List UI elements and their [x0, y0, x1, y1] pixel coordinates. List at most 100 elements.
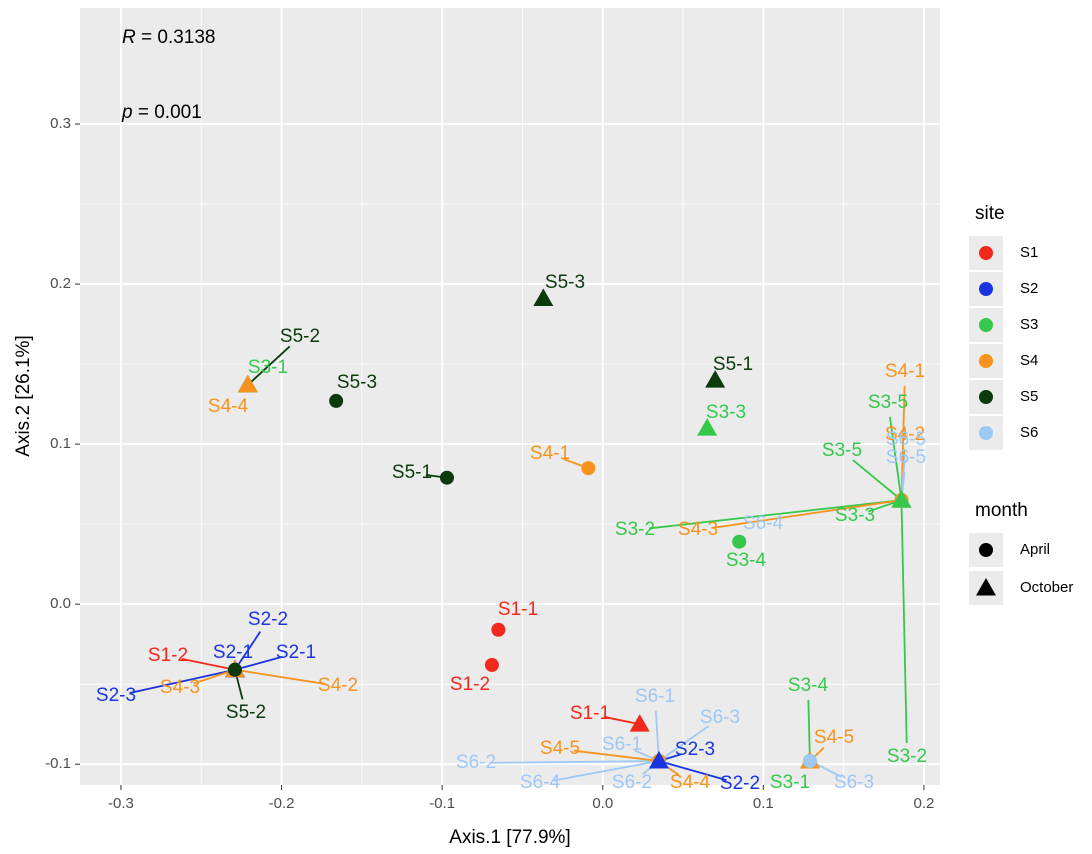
annotation: R = 0.3138: [122, 27, 216, 48]
annotation-text: = 0.3138: [136, 27, 216, 48]
leader-line: [181, 657, 236, 671]
x-tick-label: -0.2: [269, 795, 295, 812]
leader-line: [234, 655, 283, 671]
point-label: S2-2: [248, 609, 288, 630]
leader-line: [889, 416, 903, 501]
y-tick-label: 0.1: [50, 435, 71, 452]
leader-line: [129, 668, 236, 694]
y-tick-label: 0.3: [50, 115, 71, 132]
point-label: S6-5: [886, 447, 926, 468]
point-label: S3-5: [868, 392, 908, 413]
point-label: S1-2: [148, 645, 188, 666]
y-axis-title: Axis.2 [26.1%]: [13, 335, 34, 456]
point-label: S6-3: [834, 772, 874, 793]
point-label: S3-5: [822, 440, 862, 461]
legend-swatch: [979, 246, 993, 260]
point: [629, 714, 650, 732]
point-label: S6-5: [886, 429, 926, 450]
point-label: S3-2: [615, 519, 655, 540]
point: [484, 657, 499, 672]
point: [329, 393, 344, 408]
legend-label: S6: [1020, 424, 1038, 441]
point-label: S4-1: [885, 361, 925, 382]
legend-label: S3: [1020, 316, 1038, 333]
legend-swatch: [979, 282, 993, 296]
point-label: S6-4: [743, 513, 784, 534]
legend-title: site: [975, 203, 1005, 224]
point-label: S4-5: [814, 727, 854, 748]
legend-swatch: [976, 578, 996, 596]
leader-line: [553, 760, 660, 782]
leader-line: [852, 459, 903, 501]
marks: S1-1 S1-2 S5-1 S5-3 S4-1 S6-4 S3-4 S1-2 S2-2 S2-1…: [96, 272, 927, 794]
point-label: S5-1: [392, 462, 432, 483]
point: [237, 374, 258, 393]
point-label: S1-2: [450, 674, 490, 695]
annotation-var: R: [122, 27, 136, 48]
leader-line: [807, 699, 811, 762]
point-label: S5-3: [337, 372, 377, 393]
point: [491, 622, 506, 637]
legend-label: October: [1020, 579, 1073, 596]
point-label: S6-2: [456, 752, 496, 773]
point-label: S4-2: [885, 424, 925, 445]
grid: [80, 8, 940, 785]
point-label: S5-3: [545, 272, 585, 293]
point-labels: S1-1 S1-2 S5-1 S5-3 S4-1 S6-4 S3-4 S1-2 S2-2 S2-1…: [96, 272, 927, 794]
leader-line: [573, 749, 660, 762]
leader-line: [603, 715, 640, 726]
point-label: S4-4: [670, 772, 711, 793]
point-label: S1-1: [498, 599, 538, 620]
point-label: S6-4: [520, 772, 561, 793]
legend-label: S5: [1020, 388, 1038, 405]
legend-label: April: [1020, 541, 1050, 558]
point-label: S4-2: [318, 675, 358, 696]
annotation-text: = 0.001: [133, 102, 202, 123]
leader-line: [900, 500, 908, 744]
point-label: S2-3: [96, 685, 136, 706]
point-label: S5-1: [713, 354, 753, 375]
point: [227, 662, 242, 677]
x-tick-label: 0.1: [753, 795, 774, 812]
point-label: S4-1: [530, 443, 570, 464]
x-tick-label: 0.2: [914, 795, 935, 812]
legend-title: month: [975, 500, 1028, 521]
point: [732, 534, 747, 549]
point: [439, 470, 454, 485]
point-label: S3-4: [726, 550, 767, 571]
leader-line: [711, 499, 902, 529]
point: [533, 288, 554, 306]
point: [891, 490, 912, 508]
leader-lines: [129, 345, 908, 782]
x-tick-label: 0.0: [592, 795, 613, 812]
x-tick-label: -0.1: [429, 795, 455, 812]
legend-swatch: [979, 354, 993, 368]
leader-line: [234, 631, 262, 671]
point-label: S6-1: [602, 734, 642, 755]
x-tick-label: -0.3: [108, 795, 134, 812]
leader-line: [658, 725, 710, 762]
point-label: S4-3: [160, 677, 200, 698]
point-label: S1-1: [570, 703, 610, 724]
leader-line: [489, 760, 659, 764]
point: [697, 418, 718, 436]
legend-swatch: [979, 390, 993, 404]
point-label: S2-3: [675, 739, 715, 760]
legend-swatch: [979, 543, 993, 557]
point-label: S6-2: [612, 772, 652, 793]
point-label: S6-3: [700, 707, 740, 728]
annotation-var: p: [121, 102, 133, 123]
point-label: S3-2: [887, 746, 927, 767]
leader-line: [234, 668, 325, 685]
legend-swatch: [979, 426, 993, 440]
point: [581, 461, 596, 476]
y-tick-label: -0.1: [45, 755, 71, 772]
point: [648, 750, 669, 769]
point-label: S4-5: [540, 738, 580, 759]
point-label: S2-2: [720, 773, 760, 794]
panel: [80, 8, 940, 785]
leader-line: [247, 345, 291, 386]
point-label: S4-4: [208, 396, 249, 417]
y-tick-label: 0.2: [50, 275, 71, 292]
